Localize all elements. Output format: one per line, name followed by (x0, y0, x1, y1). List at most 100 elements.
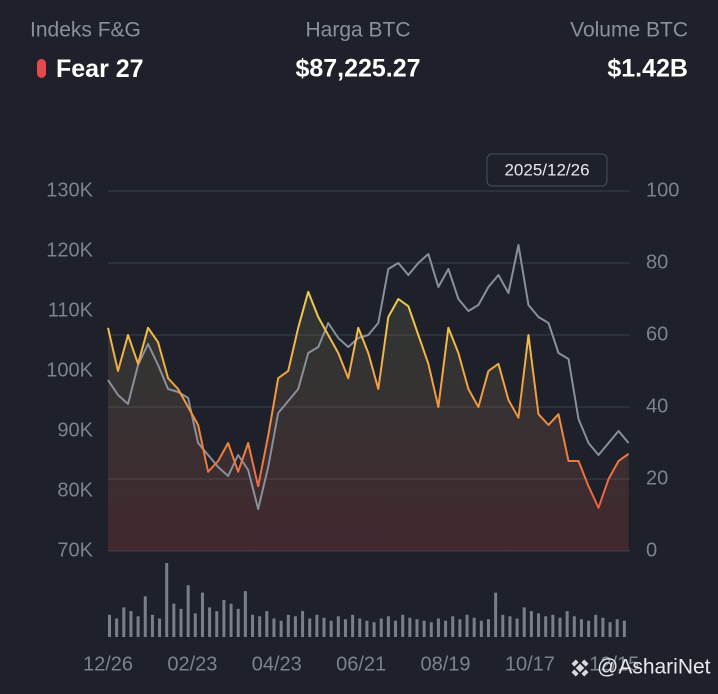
volume-bar (322, 617, 326, 637)
volume-bar (537, 613, 541, 637)
volume-bar (515, 618, 519, 637)
x-tick-label: 12/26 (83, 653, 133, 675)
fng-area (108, 291, 629, 551)
watermark: @AshariNet (597, 656, 711, 679)
volume-bar (451, 616, 455, 637)
volume-bar (329, 620, 333, 637)
volume-bar (336, 616, 340, 637)
volume-bar (115, 618, 119, 637)
volume-bar (279, 620, 283, 637)
fng-line (107, 290, 630, 509)
volume-bar (594, 614, 598, 637)
price-line (107, 244, 630, 510)
volume-bar (601, 617, 605, 637)
volume-bar (415, 619, 419, 637)
volume-bar (158, 618, 162, 637)
y2-tick-label: 100 (646, 179, 679, 201)
volume-bar (394, 620, 398, 637)
volume-bar (186, 585, 190, 637)
fear-indicator (37, 59, 46, 78)
volume-bar (343, 619, 347, 637)
tooltip-box (486, 153, 608, 187)
volume-bar (129, 611, 133, 637)
volume-bar (301, 611, 305, 637)
y-tick-label: 100K (46, 359, 93, 381)
volume-bar (150, 614, 154, 637)
volume-bar (165, 563, 169, 637)
volume-bar (258, 616, 262, 637)
y-tick-label: 120K (46, 239, 93, 261)
volume-bar (551, 614, 555, 637)
volume-bar (293, 616, 297, 637)
volume-bar (608, 622, 612, 637)
x-tick-label: 04/23 (252, 653, 302, 675)
volume-bar (444, 620, 448, 637)
volume-bar (172, 603, 176, 637)
volume-bar (622, 620, 626, 637)
volume-bar (179, 608, 183, 637)
volume-bar (251, 614, 255, 637)
y-tick-label: 90K (57, 419, 93, 441)
volume-bar (615, 619, 619, 637)
volume-bar (529, 611, 533, 637)
volume-bar (486, 619, 490, 637)
price-value: $87,225.27 (295, 55, 420, 83)
volume-bar (122, 607, 126, 637)
volume-bar (208, 607, 212, 637)
volume-bar (315, 614, 319, 637)
x-tick-label: 06/21 (336, 653, 386, 675)
y2-tick-label: 0 (646, 539, 657, 561)
volume-bar (200, 592, 204, 637)
volume-bar (544, 616, 548, 637)
volume-bar (472, 617, 476, 637)
y2-tick-label: 40 (646, 395, 668, 417)
y2-tick-label: 60 (646, 323, 668, 345)
volume-bar (436, 618, 440, 637)
y-tick-label: 80K (57, 479, 93, 501)
volume-bar (458, 619, 462, 637)
volume-bar (386, 616, 390, 637)
x-tick-label: 02/23 (167, 653, 217, 675)
price-label: Harga BTC (305, 19, 410, 42)
x-tick-label: 10/17 (505, 653, 555, 675)
fng-number: 27 (116, 55, 144, 83)
volume-bar (579, 619, 583, 637)
volume-bar (572, 616, 576, 637)
x-tick-label: 08/19 (420, 653, 470, 675)
volume-bar (351, 614, 355, 637)
x-tick-label: 12/15 (589, 653, 639, 675)
volume-bar (494, 592, 498, 637)
volume-bar (558, 617, 562, 637)
volume-bar (193, 613, 197, 637)
volume-bar (401, 614, 405, 637)
volume-bar (565, 611, 569, 637)
volume-bar (286, 614, 290, 637)
tooltip-date: 2025/12/26 (504, 160, 589, 179)
fng-state: Fear (56, 55, 109, 83)
volume-bar (108, 614, 111, 637)
volume-bar (365, 620, 369, 637)
y-tick-label: 70K (57, 539, 93, 561)
y-tick-label: 110K (48, 299, 94, 321)
volume-label: Volume BTC (570, 19, 688, 42)
volume-bar (408, 617, 412, 637)
volume-bar (479, 620, 483, 637)
y2-tick-label: 80 (646, 251, 668, 273)
volume-bar (222, 600, 226, 637)
volume-bar (272, 618, 276, 637)
volume-bar (265, 611, 269, 637)
volume-bar (508, 616, 512, 637)
volume-bar (372, 622, 376, 637)
volume-bar (215, 611, 219, 637)
volume-bar (422, 620, 426, 637)
volume-bar (379, 618, 383, 637)
fng-value: Fear 27 (56, 55, 144, 83)
volume-bar (587, 620, 591, 637)
volume-bar (465, 614, 469, 637)
volume-bar (308, 618, 312, 637)
volume-bar (501, 614, 505, 637)
volume-bar (243, 591, 247, 637)
volume-bar (429, 622, 433, 637)
